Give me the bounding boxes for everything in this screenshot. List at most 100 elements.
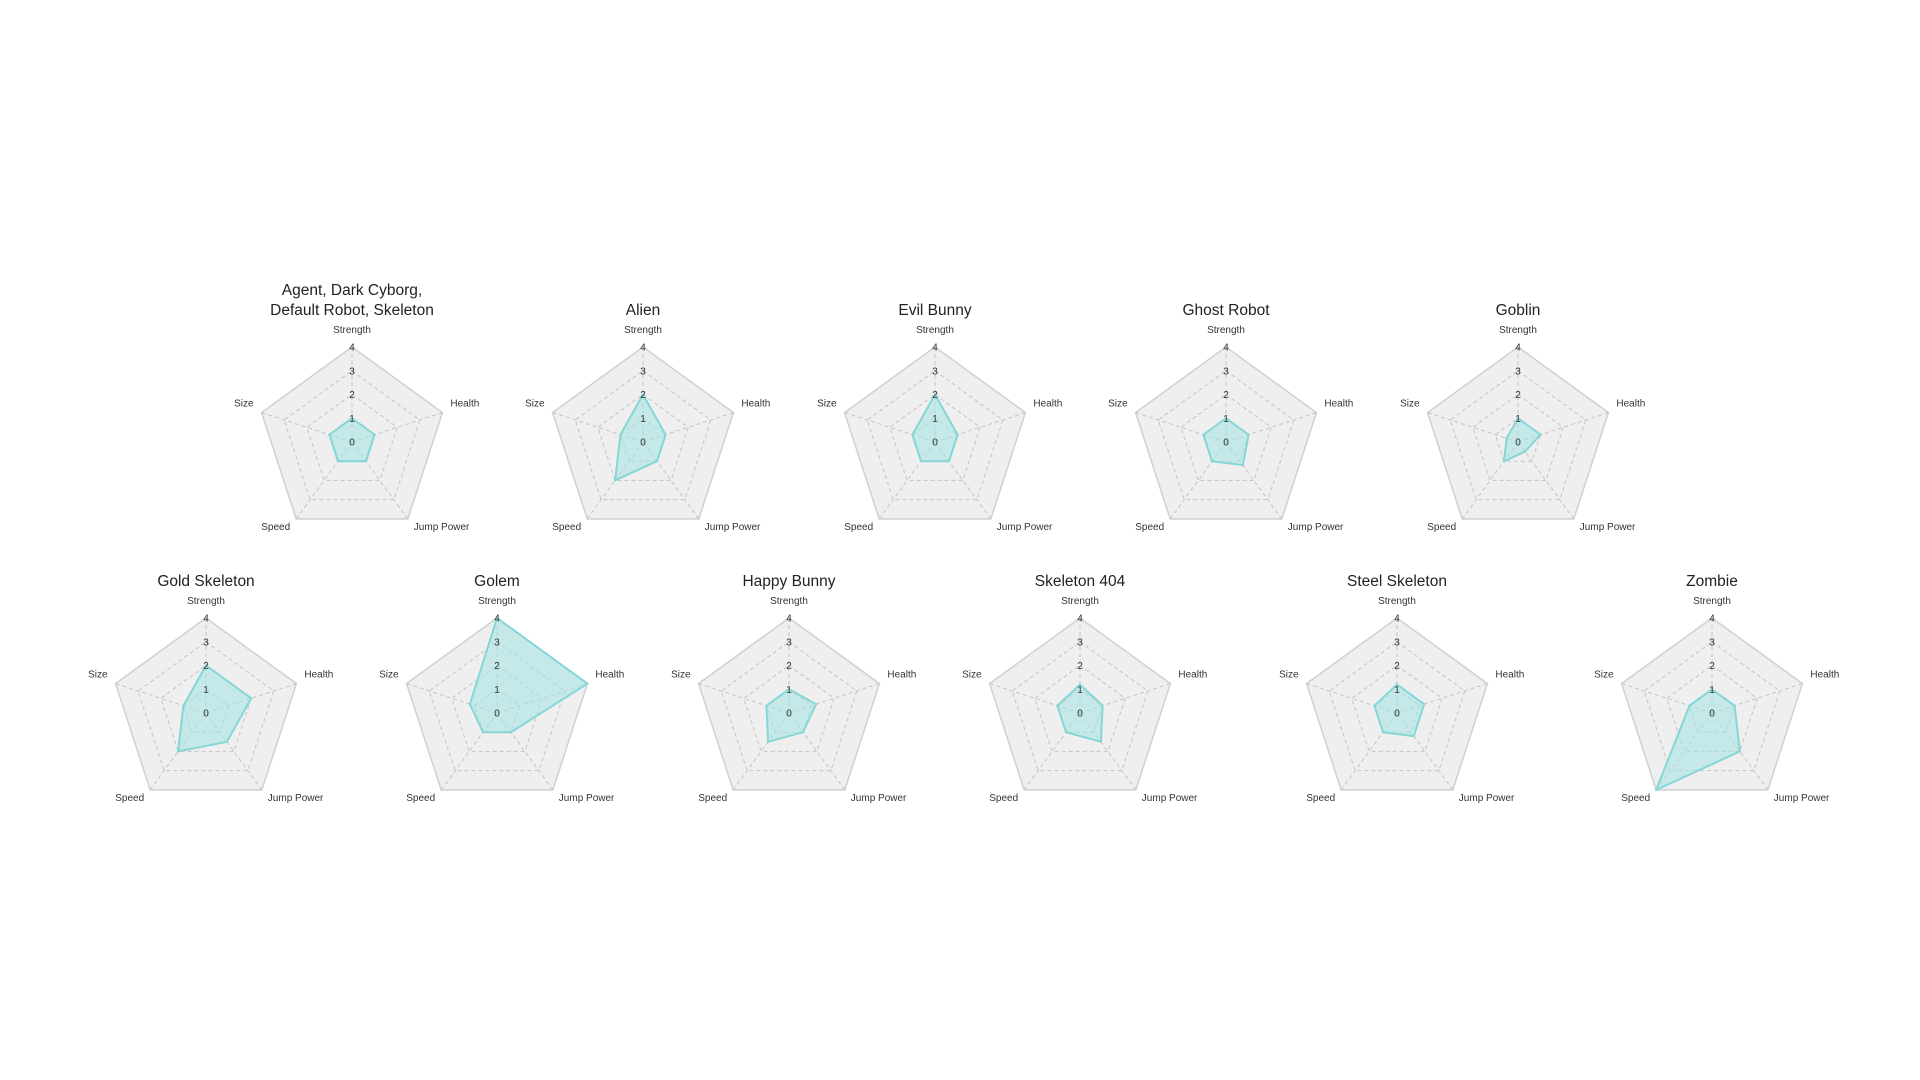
radar-data-point bbox=[204, 664, 208, 667]
radar-tick-label: 2 bbox=[1223, 390, 1229, 401]
radar-axis-label: Health bbox=[887, 670, 916, 681]
radar-chart: 0 1 2 3 4 Strength Health Jump Power Speed Size Ag… bbox=[234, 282, 479, 533]
radar-data-point bbox=[619, 433, 622, 436]
radar-axis-label: Health bbox=[1810, 670, 1839, 681]
radar-axis-label: Size bbox=[525, 399, 545, 410]
radar-data-point bbox=[1202, 433, 1205, 436]
radar-data-point bbox=[1505, 437, 1508, 440]
radar-axis-label: Speed bbox=[406, 793, 435, 804]
radar-grid-ring bbox=[1034, 664, 1126, 752]
radar-axis-label: Jump Power bbox=[1142, 793, 1198, 804]
radar-tick-label: 2 bbox=[1709, 661, 1715, 672]
radar-data-point bbox=[664, 433, 667, 436]
radar-data-point bbox=[350, 417, 354, 420]
radar-chart-title: Skeleton 404 bbox=[1035, 573, 1126, 590]
radar-axis-label: Jump Power bbox=[1459, 793, 1515, 804]
radar-tick-label: 3 bbox=[1077, 637, 1083, 648]
radar-data-point bbox=[1210, 460, 1214, 463]
radar-tick-label: 2 bbox=[1515, 390, 1521, 401]
radar-series-area bbox=[1056, 683, 1104, 743]
radar-grid-ring bbox=[889, 393, 981, 481]
radar-tick-label: 0 bbox=[349, 438, 355, 449]
radar-grid-ring bbox=[1666, 664, 1758, 752]
radar-axis-label: Size bbox=[671, 670, 691, 681]
radar-axis-label: Speed bbox=[1306, 793, 1335, 804]
radar-tick-label: 1 bbox=[349, 414, 355, 425]
radar-series-area bbox=[1503, 417, 1542, 463]
radar-tick-label: 4 bbox=[494, 614, 500, 625]
radar-tick-label: 3 bbox=[1515, 366, 1521, 377]
radar-tick-label: 0 bbox=[786, 709, 792, 720]
radar-tick-label: 2 bbox=[203, 661, 209, 672]
radar-axis-label: Health bbox=[1033, 399, 1062, 410]
radar-axis-label: Jump Power bbox=[997, 522, 1053, 533]
radar-tick-label: 3 bbox=[1709, 637, 1715, 648]
radar-axis-label: Jump Power bbox=[1774, 793, 1830, 804]
radar-series-area bbox=[177, 664, 253, 753]
radar-series-area bbox=[1373, 683, 1426, 738]
radar-spoke bbox=[1427, 412, 1519, 443]
radar-axis-label: Jump Power bbox=[559, 793, 615, 804]
radar-tick-label: 0 bbox=[203, 709, 209, 720]
radar-data-point bbox=[641, 393, 645, 396]
radar-data-point bbox=[1688, 704, 1691, 707]
radar-grid-ring bbox=[597, 393, 689, 481]
radar-axis-label: Health bbox=[1616, 399, 1645, 410]
radar-chart: 0 1 2 3 4 Strength Health Jump Power Speed Size Go… bbox=[1400, 302, 1645, 533]
radar-axis-label: Size bbox=[962, 670, 982, 681]
radar-axis-label: Strength bbox=[770, 596, 808, 607]
radar-data-point bbox=[1516, 417, 1520, 420]
radar-data-point bbox=[933, 393, 937, 396]
radar-tick-label: 0 bbox=[932, 438, 938, 449]
radar-axis-label: Size bbox=[88, 670, 108, 681]
radar-tick-label: 0 bbox=[1077, 709, 1083, 720]
radar-tick-label: 4 bbox=[1394, 614, 1400, 625]
radar-axis-label: Strength bbox=[1693, 596, 1731, 607]
radar-axis-label: Speed bbox=[844, 522, 873, 533]
radar-axis-label: Jump Power bbox=[268, 793, 324, 804]
radar-tick-label: 4 bbox=[203, 614, 209, 625]
radar-data-point bbox=[655, 460, 659, 463]
radar-tick-label: 1 bbox=[1077, 685, 1083, 696]
radar-axis-label: Speed bbox=[552, 522, 581, 533]
radar-tick-label: 4 bbox=[349, 343, 355, 354]
radar-data-point bbox=[225, 740, 229, 743]
radar-axis-label: Strength bbox=[478, 596, 516, 607]
radar-data-point bbox=[947, 460, 951, 463]
radar-grid-ring bbox=[1472, 393, 1564, 481]
radar-data-point bbox=[1738, 750, 1742, 753]
radar-chart: 0 1 2 3 4 Strength Health Jump Power Speed Size Zo… bbox=[1594, 573, 1839, 804]
radar-tick-label: 1 bbox=[1709, 685, 1715, 696]
radar-data-point bbox=[1655, 788, 1658, 792]
radar-tick-label: 0 bbox=[1223, 438, 1229, 449]
radar-tick-label: 4 bbox=[1515, 343, 1521, 354]
radar-axis-label: Jump Power bbox=[1288, 522, 1344, 533]
radar-axis-label: Jump Power bbox=[1580, 522, 1636, 533]
radar-data-point bbox=[1412, 734, 1416, 738]
radar-tick-label: 4 bbox=[786, 614, 792, 625]
radar-series-area bbox=[614, 393, 667, 482]
radar-axis-label: Strength bbox=[1061, 596, 1099, 607]
radar-axis-label: Strength bbox=[1499, 325, 1537, 336]
radar-data-point bbox=[481, 731, 485, 734]
radar-chart-title: Alien bbox=[626, 302, 660, 319]
radar-tick-label: 4 bbox=[640, 343, 646, 354]
radar-grid-ring bbox=[451, 664, 543, 752]
radar-tick-label: 0 bbox=[1394, 709, 1400, 720]
radar-data-point bbox=[328, 433, 331, 436]
radar-chart-title: Zombie bbox=[1686, 573, 1738, 590]
radar-tick-label: 2 bbox=[1394, 661, 1400, 672]
radar-data-point bbox=[373, 433, 376, 436]
radar-tick-label: 2 bbox=[932, 390, 938, 401]
radar-data-point bbox=[336, 460, 340, 463]
radar-axis-label: Strength bbox=[1207, 325, 1245, 336]
radar-axis-label: Health bbox=[1178, 670, 1207, 681]
radar-axis-label: Speed bbox=[261, 522, 290, 533]
radar-tick-label: 4 bbox=[1077, 614, 1083, 625]
radar-axis-label: Strength bbox=[916, 325, 954, 336]
radar-data-point bbox=[182, 704, 185, 707]
radar-data-point bbox=[1373, 704, 1376, 707]
radar-data-point bbox=[787, 688, 791, 691]
radar-data-point bbox=[1241, 463, 1245, 467]
